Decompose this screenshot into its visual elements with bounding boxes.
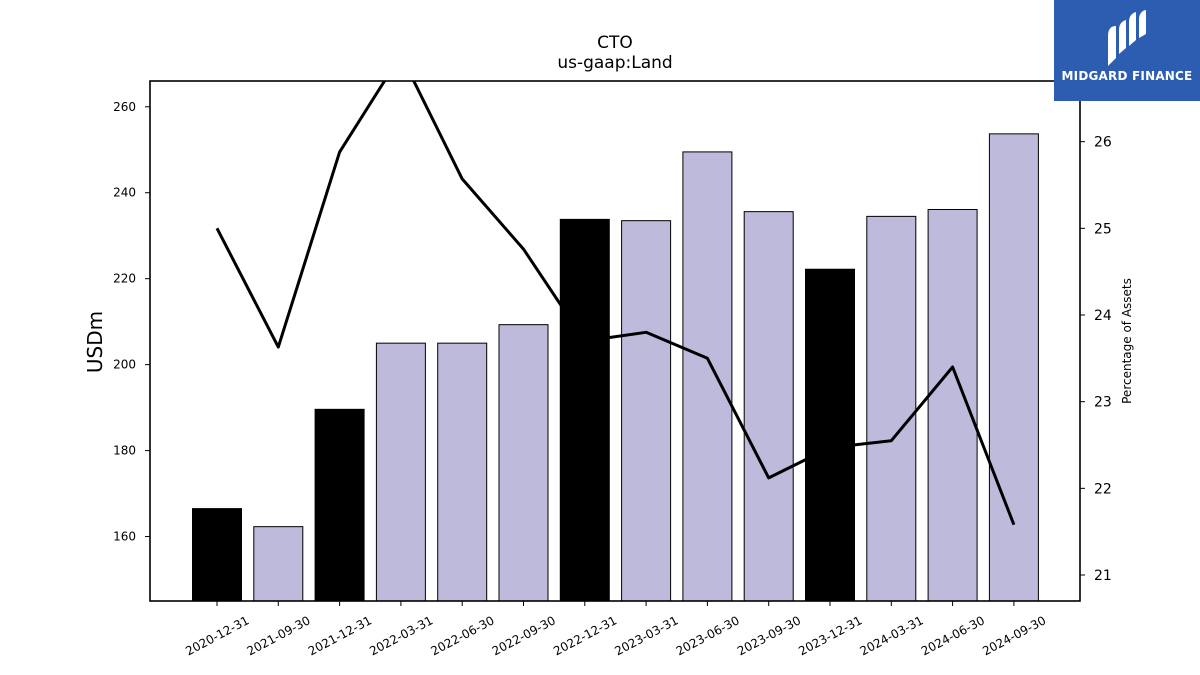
- plot-frame: [149, 80, 1081, 602]
- x-tick-label-2020-12-31: 2020-12-31: [183, 613, 251, 658]
- y2-tick-label-23: 23: [1094, 395, 1112, 411]
- x-tick-label-2022-09-30: 2022-09-30: [490, 613, 558, 658]
- bar-2020-12-31: [192, 508, 242, 601]
- x-tick-label-2023-09-30: 2023-09-30: [735, 613, 803, 658]
- x-tick-label-2022-12-31: 2022-12-31: [551, 613, 619, 658]
- y2-tick-label-22: 22: [1094, 481, 1112, 497]
- bar-2021-12-31: [314, 408, 365, 601]
- logo-text: MIDGARD FINANCE: [1061, 69, 1193, 83]
- y-tick-label-240: 240: [113, 186, 136, 200]
- x-tick-label-2024-06-30: 2024-06-30: [919, 613, 987, 658]
- y2-tick-label-26: 26: [1094, 135, 1112, 151]
- bar-2022-09-30: [498, 324, 549, 601]
- x-tick-label-2022-03-31: 2022-03-31: [367, 613, 435, 658]
- y2-tick-label-24: 24: [1094, 308, 1112, 324]
- y-tick-label-180: 180: [113, 444, 136, 458]
- bar-2021-09-30: [253, 526, 304, 601]
- y-tick-label-160: 160: [113, 530, 136, 544]
- bar-2024-03-31: [866, 215, 917, 601]
- bar-2022-03-31: [375, 342, 426, 601]
- bar-2023-12-31: [805, 268, 855, 601]
- bar-2022-06-30: [437, 342, 488, 601]
- chart-subtitle: us-gaap:Land: [557, 53, 672, 73]
- chart-title: CTO: [597, 33, 633, 53]
- x-tick-label-2023-12-31: 2023-12-31: [796, 613, 864, 658]
- y-axis-label: USDm: [83, 311, 107, 373]
- y-tick-label-260: 260: [113, 100, 136, 114]
- x-tick-label-2024-09-30: 2024-09-30: [980, 613, 1048, 658]
- y-tick-label-220: 220: [113, 272, 136, 286]
- x-tick-label-2023-06-30: 2023-06-30: [674, 613, 742, 658]
- x-tick-label-2021-09-30: 2021-09-30: [245, 613, 313, 658]
- y2-tick-label-25: 25: [1094, 221, 1112, 237]
- bars: [192, 133, 1039, 601]
- line-layer: [215, 81, 1016, 526]
- x-tick-label-2022-06-30: 2022-06-30: [428, 613, 496, 658]
- bar-2024-09-30: [988, 133, 1039, 601]
- y2-axis-label: Percentage of Assets: [1120, 278, 1134, 404]
- line-series: [215, 81, 1016, 526]
- bar-2022-12-31: [559, 218, 610, 601]
- y2-tick-label-21: 21: [1094, 568, 1112, 584]
- y-tick-label-200: 200: [113, 358, 136, 372]
- bar-2023-03-31: [621, 220, 672, 601]
- x-tick-label-2021-12-31: 2021-12-31: [306, 613, 374, 658]
- bar-2024-06-30: [927, 208, 978, 601]
- bar-2023-06-30: [682, 151, 733, 601]
- logo-icon: [1108, 10, 1146, 66]
- x-tick-label-2024-03-31: 2024-03-31: [858, 613, 926, 658]
- brand-logo: MIDGARD FINANCE: [1054, 0, 1200, 101]
- x-tick-label-2023-03-31: 2023-03-31: [612, 613, 680, 658]
- bar-2023-09-30: [743, 211, 794, 601]
